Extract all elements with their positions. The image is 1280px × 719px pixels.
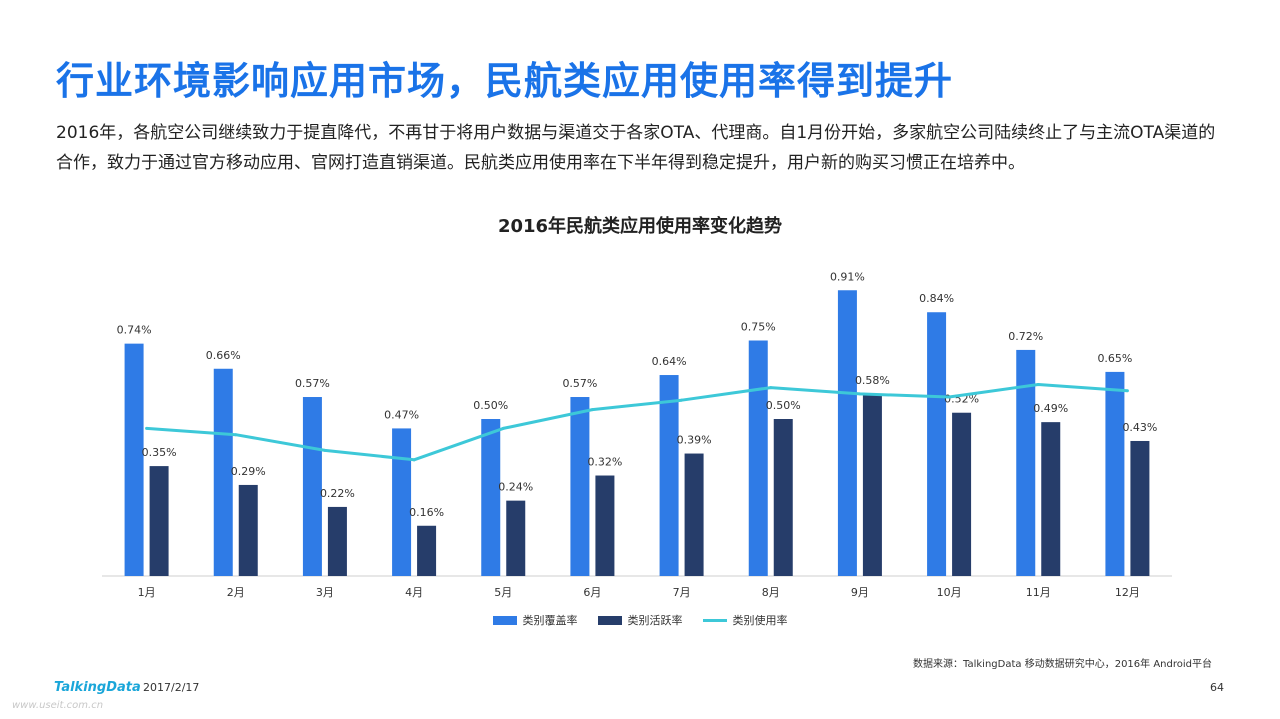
x-tick-label-7: 7月 [673, 586, 691, 599]
legend-item-active: 类别活跃率 [597, 612, 683, 628]
legend-swatch-active [597, 615, 622, 625]
bar-coverage-2 [213, 368, 233, 576]
usage-point-10 [947, 395, 951, 399]
x-tick-label-6: 6月 [583, 586, 601, 599]
chart-title: 2016年民航类应用使用率变化趋势 [497, 216, 783, 237]
bar-coverage-11 [1016, 349, 1036, 576]
usage-point-1 [145, 426, 149, 430]
bar-label-active-12: 0.43% [1122, 421, 1157, 434]
bar-active-4 [417, 525, 437, 576]
bar-label-active-3: 0.22% [320, 487, 355, 500]
bar-active-8 [773, 419, 793, 576]
bar-active-9 [862, 393, 882, 576]
legend-swatch-usage [702, 618, 727, 622]
bar-label-active-11: 0.49% [1033, 402, 1068, 415]
bar-label-coverage-10: 0.84% [919, 292, 954, 305]
x-tick-label-9: 9月 [851, 586, 869, 599]
bar-label-coverage-8: 0.75% [741, 321, 776, 334]
bar-label-active-2: 0.29% [231, 465, 266, 478]
usage-point-3 [323, 448, 327, 452]
bar-coverage-5 [481, 419, 501, 576]
bar-coverage-3 [302, 397, 322, 576]
x-tick-label-5: 5月 [494, 586, 512, 599]
legend-item-coverage: 类别覆盖率 [492, 612, 578, 628]
legend-label-coverage: 类别覆盖率 [522, 614, 578, 627]
slide-description: 2016年，各航空公司继续致力于提直降代，不再甘于将用户数据与渠道交于各家OTA… [56, 123, 1216, 173]
usage-point-11 [1036, 382, 1040, 386]
bar-label-coverage-1: 0.74% [117, 324, 152, 337]
bar-label-active-8: 0.50% [766, 399, 801, 412]
bar-label-coverage-4: 0.47% [384, 408, 419, 421]
usage-point-9 [858, 392, 862, 396]
bar-label-coverage-9: 0.91% [830, 270, 865, 283]
x-tick-label-10: 10月 [937, 586, 962, 599]
bar-coverage-6 [570, 397, 590, 576]
bar-active-3 [327, 506, 347, 576]
bar-label-active-5: 0.24% [498, 481, 533, 494]
bar-active-5 [506, 500, 526, 576]
bar-label-coverage-11: 0.72% [1008, 330, 1043, 343]
x-tick-label-11: 11月 [1026, 586, 1051, 599]
bar-coverage-1 [124, 343, 144, 576]
bar-label-coverage-5: 0.50% [473, 399, 508, 412]
bar-label-coverage-3: 0.57% [295, 377, 330, 390]
bar-label-active-6: 0.32% [587, 456, 622, 469]
bar-active-7 [684, 453, 704, 576]
data-source-note: 数据来源：TalkingData 移动数据研究中心，2016年 Android平… [913, 659, 1212, 670]
bar-active-2 [238, 484, 258, 576]
legend-label-usage: 类别使用率 [732, 614, 788, 627]
bar-label-active-1: 0.35% [142, 446, 177, 459]
usage-point-8 [769, 386, 773, 390]
usage-point-4 [412, 458, 416, 462]
slide-title: 行业环境影响应用市场，民航类应用使用率得到提升 [56, 59, 954, 103]
bar-active-11 [1041, 422, 1061, 576]
bar-coverage-7 [659, 375, 679, 576]
bar-label-coverage-6: 0.57% [562, 377, 597, 390]
x-tick-label-3: 3月 [316, 586, 334, 599]
bar-coverage-10 [927, 312, 947, 576]
bar-active-6 [595, 475, 615, 576]
page-number: 64 [1210, 681, 1224, 694]
watermark: www.useit.com.cn [12, 700, 104, 711]
legend-item-usage: 类别使用率 [702, 612, 788, 628]
x-tick-label-12: 12月 [1115, 586, 1140, 599]
bar-label-coverage-12: 0.65% [1097, 352, 1132, 365]
usage-point-7 [680, 398, 684, 402]
legend-label-active: 类别活跃率 [627, 614, 683, 627]
legend-swatch-coverage [492, 615, 517, 625]
slide-date: 2017/2/17 [143, 681, 200, 694]
bar-label-active-4: 0.16% [409, 506, 444, 519]
usage-point-5 [501, 426, 505, 430]
x-tick-label-8: 8月 [762, 586, 780, 599]
bar-active-10 [952, 412, 972, 576]
bar-label-coverage-7: 0.64% [652, 355, 687, 368]
x-tick-label-2: 2月 [227, 586, 245, 599]
bar-coverage-8 [748, 340, 768, 576]
usage-point-2 [234, 433, 238, 437]
bar-coverage-12 [1105, 371, 1125, 576]
x-tick-label-1: 1月 [138, 586, 156, 599]
bar-coverage-4 [392, 428, 412, 576]
bar-label-coverage-2: 0.66% [206, 349, 241, 362]
usage-rate-line [146, 383, 1128, 462]
usage-point-6 [590, 408, 594, 412]
bar-label-active-9: 0.58% [855, 374, 890, 387]
x-tick-label-4: 4月 [405, 586, 423, 599]
talkingdata-logo: TalkingData [54, 680, 141, 695]
chart-legend: 类别覆盖率 类别活跃率 类别使用率 [0, 612, 1280, 628]
bar-active-1 [149, 466, 169, 576]
usage-point-12 [1125, 389, 1129, 393]
bar-active-12 [1130, 440, 1150, 576]
bar-label-active-7: 0.39% [677, 434, 712, 447]
bar-coverage-9 [837, 290, 857, 576]
